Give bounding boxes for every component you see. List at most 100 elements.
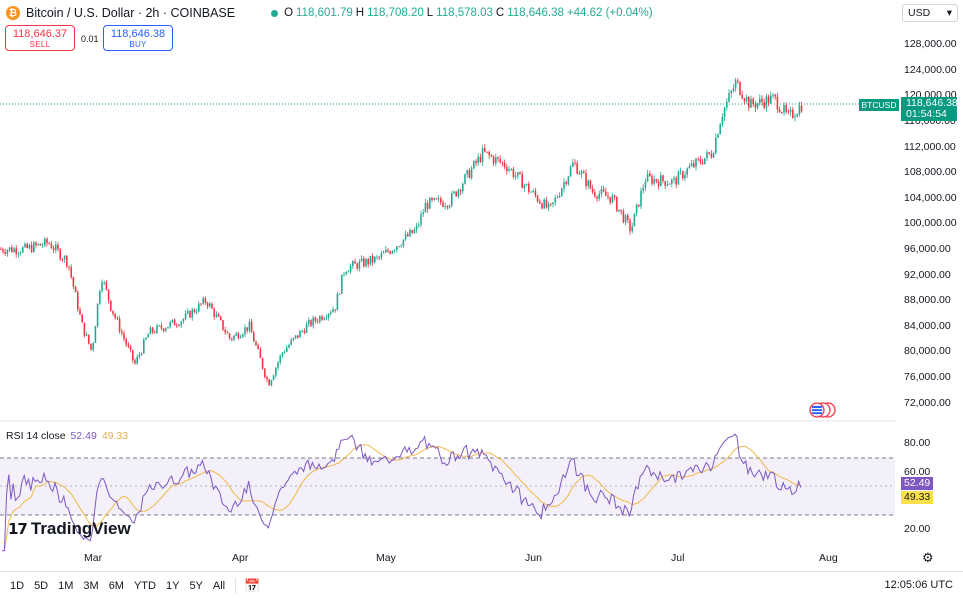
- candle-body: [477, 156, 479, 163]
- candle-body: [169, 322, 171, 327]
- candle-body: [209, 303, 211, 307]
- candle-body: [710, 153, 713, 158]
- open-value: 118,601.79: [296, 7, 353, 19]
- candle-body: [242, 334, 244, 337]
- candle-body: [413, 229, 416, 234]
- candle-body: [576, 162, 578, 174]
- calendar-goto-icon[interactable]: 📅: [244, 577, 261, 593]
- candle-body: [545, 199, 548, 208]
- sell-button[interactable]: 118,646.37 SELL: [5, 25, 75, 51]
- candle-body: [429, 197, 431, 209]
- range-6m[interactable]: 6M: [108, 579, 124, 592]
- candle-body: [11, 247, 13, 253]
- candle-body: [70, 267, 72, 278]
- candle-body: [55, 244, 57, 251]
- utc-clock[interactable]: 12:05:06 UTC: [884, 579, 953, 591]
- candle-body: [631, 226, 633, 232]
- candle-body: [345, 272, 347, 275]
- candle-body: [649, 173, 651, 177]
- candle-body: [356, 263, 358, 269]
- candle-body: [217, 314, 220, 317]
- candle-body: [198, 303, 200, 312]
- buy-button[interactable]: 118,646.38 BUY: [103, 25, 173, 51]
- events-flag-icon[interactable]: [806, 402, 836, 418]
- candle-body: [776, 96, 779, 110]
- candle-body: [250, 321, 253, 333]
- candle-body: [481, 148, 484, 162]
- candle-body: [255, 341, 257, 346]
- candle-body: [699, 158, 702, 163]
- tradingview-mark-icon: 17: [8, 520, 28, 538]
- candle-body: [415, 225, 418, 230]
- candle-body: [556, 197, 559, 199]
- range-ytd[interactable]: YTD: [133, 579, 156, 592]
- candle-body: [613, 195, 616, 197]
- candle-body: [283, 351, 286, 353]
- candle-body: [63, 256, 66, 260]
- candle-body: [349, 265, 352, 272]
- candle-body: [343, 274, 345, 275]
- range-1m[interactable]: 1M: [58, 579, 74, 592]
- candle-body: [24, 243, 26, 248]
- candle-body: [539, 201, 541, 204]
- candle-body: [690, 163, 693, 167]
- candle-body: [602, 189, 605, 192]
- candle-body: [363, 258, 365, 267]
- candle-body: [347, 271, 350, 273]
- candle-body: [61, 259, 64, 261]
- range-3m[interactable]: 3M: [83, 579, 99, 592]
- tradingview-logo[interactable]: 17 TradingView: [8, 519, 131, 539]
- candle-body: [501, 162, 504, 163]
- time-tick: Mar: [84, 552, 103, 564]
- candle-body: [695, 158, 697, 167]
- rsi-legend[interactable]: RSI 14 close 52.49 49.33: [6, 430, 128, 442]
- candle-body: [4, 251, 6, 254]
- candle-body: [116, 317, 119, 319]
- candle-body: [398, 246, 400, 248]
- candle-body: [15, 248, 17, 255]
- range-1d[interactable]: 1D: [10, 579, 25, 592]
- candle-body: [156, 325, 158, 333]
- last-price-tag: 118,646.38 01:54:54: [901, 97, 958, 121]
- last-price-value: 118,646.38: [906, 97, 958, 109]
- candle-body: [671, 179, 673, 184]
- candle-body: [682, 171, 684, 179]
- range-5y[interactable]: 5Y: [189, 579, 203, 592]
- candle-body: [206, 302, 209, 307]
- rsi-ma-line: [2, 443, 802, 552]
- settings-gear-icon[interactable]: ⚙: [922, 550, 934, 565]
- candle-body: [409, 229, 411, 237]
- candle-body: [312, 317, 314, 326]
- time-tick: Aug: [819, 552, 838, 564]
- rsi-tick: 20.00: [904, 523, 931, 535]
- candle-body: [726, 101, 728, 108]
- candle-body: [451, 193, 453, 206]
- candle-body: [374, 256, 376, 263]
- candle-body: [35, 242, 37, 246]
- candle-body: [605, 191, 607, 196]
- candle-body: [534, 190, 537, 196]
- candle-body: [578, 173, 581, 175]
- range-all[interactable]: All: [212, 579, 226, 592]
- candle-body: [673, 177, 675, 180]
- candle-body: [85, 334, 88, 336]
- currency-dropdown[interactable]: USD ▾: [902, 4, 958, 22]
- candle-body: [686, 168, 688, 175]
- candle-body: [77, 292, 79, 310]
- candle-body: [237, 333, 240, 339]
- candle-body: [8, 247, 11, 251]
- candle-body: [677, 171, 680, 185]
- candle-body: [389, 251, 391, 254]
- candle-body: [202, 298, 204, 304]
- symbol-title[interactable]: Bitcoin / U.S. Dollar · 2h · COINBASE: [26, 6, 236, 20]
- candle-body: [440, 198, 442, 203]
- candle-body: [231, 338, 233, 340]
- range-5d[interactable]: 5D: [34, 579, 49, 592]
- candle-body: [19, 252, 22, 254]
- candle-body: [734, 80, 737, 89]
- range-1y[interactable]: 1Y: [165, 579, 180, 592]
- candle-body: [303, 330, 306, 333]
- candle-body: [767, 96, 770, 104]
- candle-body: [715, 137, 717, 153]
